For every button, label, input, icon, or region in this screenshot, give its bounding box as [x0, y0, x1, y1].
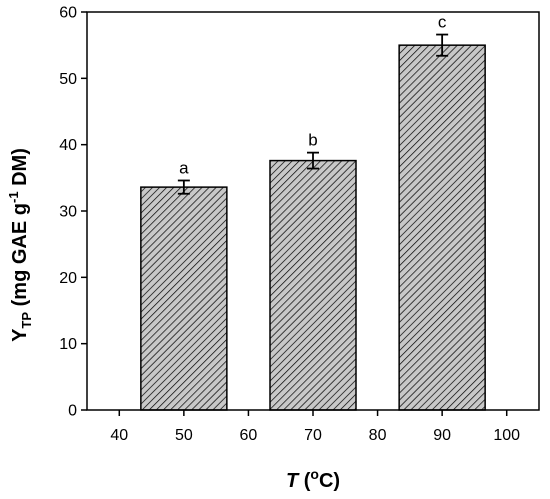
x-axis-title: T (oC): [286, 466, 340, 492]
y-axis-title: YTP (mg GAE g-1 DM): [6, 148, 34, 342]
x-tick-label: 80: [369, 427, 387, 444]
significance-label: c: [438, 13, 447, 32]
y-axis-title-superscript: -1: [6, 191, 21, 203]
y-tick-label: 60: [59, 5, 77, 22]
bar: [398, 44, 486, 411]
bar: [140, 186, 228, 411]
x-tick-label: 60: [240, 427, 258, 444]
x-axis-title-superscript: o: [310, 466, 319, 482]
y-axis-title-subscript: TP: [19, 312, 34, 329]
bar: [269, 159, 357, 411]
significance-label: b: [308, 131, 317, 150]
y-tick-label: 10: [59, 336, 77, 353]
y-tick-label: 30: [59, 204, 77, 221]
y-tick-label: 40: [59, 137, 77, 154]
x-tick-label: 70: [304, 427, 322, 444]
y-tick-label: 0: [68, 403, 77, 420]
y-tick-label: 50: [59, 71, 77, 88]
x-tick-label: 100: [493, 427, 520, 444]
plot-area: a b c 40 50 60 70 80 90 100 0 10 20 30 40 50 60: [59, 5, 540, 444]
x-tick-label: 90: [433, 427, 451, 444]
significance-label: a: [179, 158, 189, 177]
y-tick-label: 20: [59, 270, 77, 287]
x-tick-label: 40: [110, 427, 128, 444]
x-tick-label: 50: [175, 427, 193, 444]
